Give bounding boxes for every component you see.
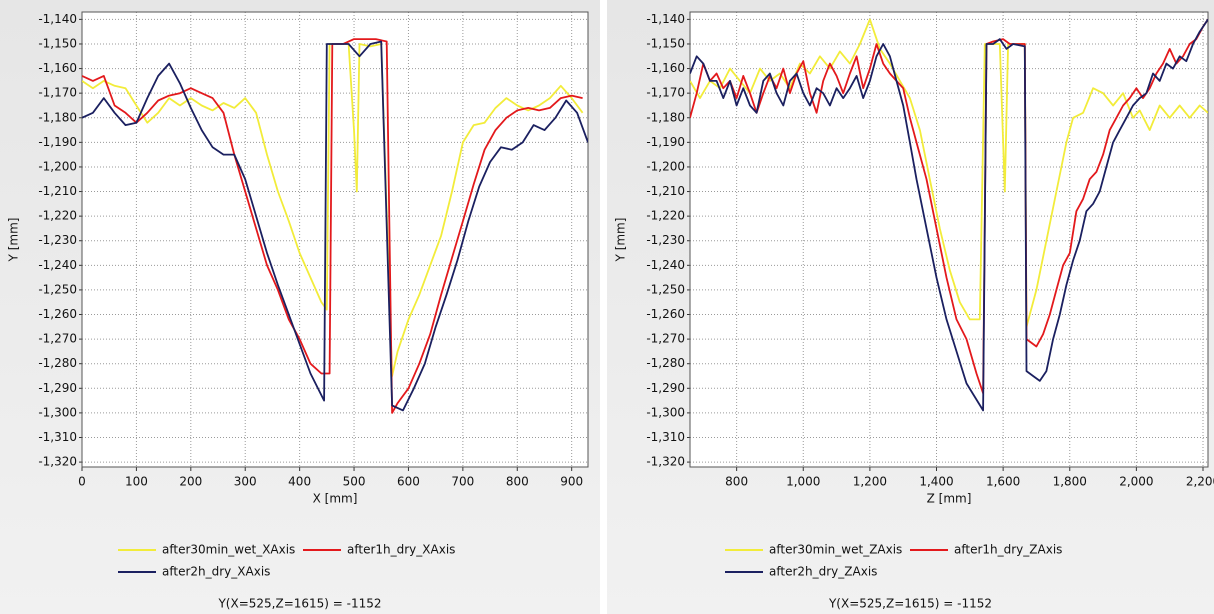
y-tick-label: -1,200 (38, 159, 77, 173)
y-tick-label: -1,170 (38, 86, 77, 100)
y-tick-label: -1,140 (646, 12, 685, 26)
x-axis-label: X [mm] (313, 492, 358, 506)
y-tick-label: -1,240 (38, 258, 77, 272)
x-tick-label: 100 (125, 475, 148, 489)
plot-frame (81, 11, 589, 468)
x-axis-label: Z [mm] (927, 492, 972, 506)
y-tick-label: -1,270 (646, 332, 685, 346)
y-tick-label: -1,190 (646, 135, 685, 149)
x-tick-label: 2,200 (1186, 475, 1214, 489)
legend-label: after30min_wet_XAxis (162, 543, 295, 557)
y-tick-label: -1,170 (646, 86, 685, 100)
y-tick-label: -1,220 (646, 209, 685, 223)
y-tick-label: -1,180 (646, 110, 685, 124)
y-tick-label: -1,180 (38, 110, 77, 124)
status-text: Y(X=525,Z=1615) = -1152 (217, 597, 381, 611)
y-tick-label: -1,250 (646, 282, 685, 296)
y-tick-label: -1,260 (646, 307, 685, 321)
y-tick-label: -1,270 (38, 332, 77, 346)
x-tick-label: 700 (451, 475, 474, 489)
y-tick-label: -1,290 (38, 381, 77, 395)
x-tick-label: 300 (234, 475, 257, 489)
y-tick-label: -1,310 (646, 430, 685, 444)
legend-label: after2h_dry_XAxis (162, 565, 270, 579)
y-tick-label: -1,200 (646, 159, 685, 173)
series-line (690, 18, 1208, 328)
x-tick-label: 1,200 (853, 475, 887, 489)
y-tick-label: -1,300 (646, 405, 685, 419)
x-tick-label: 800 (506, 475, 529, 489)
x-tick-label: 500 (343, 475, 366, 489)
y-tick-label: -1,230 (646, 233, 685, 247)
series-line (82, 40, 588, 412)
y-tick-label: -1,320 (646, 455, 685, 469)
y-tick-label: -1,150 (38, 36, 77, 50)
x-tick-label: 400 (288, 475, 311, 489)
y-tick-label: -1,320 (38, 455, 77, 469)
series-group (690, 18, 1208, 412)
y-axis-label: Y [mm] (614, 218, 628, 263)
y-tick-label: -1,280 (38, 356, 77, 370)
x-tick-label: 200 (179, 475, 202, 489)
legend-label: after1h_dry_XAxis (347, 543, 455, 557)
y-tick-label: -1,300 (38, 405, 77, 419)
y-tick-label: -1,230 (38, 233, 77, 247)
x-tick-label: 0 (78, 475, 86, 489)
y-axis-label: Y [mm] (7, 218, 21, 263)
legend-label: after30min_wet_ZAxis (769, 543, 902, 557)
y-tick-label: -1,160 (38, 61, 77, 75)
y-tick-label: -1,260 (38, 307, 77, 321)
y-tick-label: -1,150 (646, 36, 685, 50)
x-tick-label: 1,800 (1053, 475, 1087, 489)
legend-label: after2h_dry_ZAxis (769, 565, 877, 579)
x-tick-label: 600 (397, 475, 420, 489)
y-tick-label: -1,210 (646, 184, 685, 198)
x-tick-label: 1,400 (919, 475, 953, 489)
y-tick-label: -1,190 (38, 135, 77, 149)
legend-label: after1h_dry_ZAxis (954, 543, 1062, 557)
y-tick-label: -1,280 (646, 356, 685, 370)
y-tick-label: -1,310 (38, 430, 77, 444)
x-tick-label: 1,600 (986, 475, 1020, 489)
y-tick-label: -1,220 (38, 209, 77, 223)
y-tick-label: -1,140 (38, 12, 77, 26)
x-tick-label: 1,000 (786, 475, 820, 489)
x-tick-label: 900 (560, 475, 583, 489)
x-tick-label: 2,000 (1119, 475, 1153, 489)
y-tick-label: -1,290 (646, 381, 685, 395)
plot-frame (689, 11, 1209, 468)
y-tick-label: -1,210 (38, 184, 77, 198)
y-tick-label: -1,160 (646, 61, 685, 75)
y-tick-label: -1,240 (646, 258, 685, 272)
status-text: Y(X=525,Z=1615) = -1152 (828, 597, 992, 611)
plot-area (82, 12, 588, 467)
series-line (690, 18, 1208, 412)
series-group (82, 38, 588, 414)
y-tick-label: -1,250 (38, 282, 77, 296)
x-tick-label: 800 (725, 475, 748, 489)
